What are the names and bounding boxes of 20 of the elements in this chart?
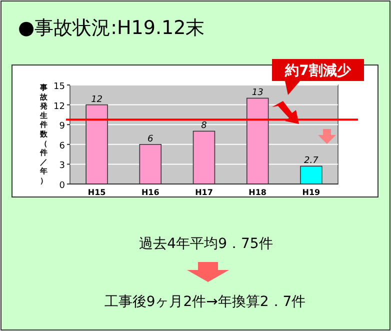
x-tick-label: H17	[195, 188, 213, 197]
y-tick-label: 3	[59, 161, 65, 172]
x-tick-label: H15	[88, 188, 106, 197]
data-label: 13	[252, 88, 264, 98]
chart-title: ●事故状況:H19.12末	[18, 17, 205, 39]
y-tick-label: 15	[54, 82, 65, 92]
text: 過去4年平均9．75件	[139, 236, 273, 252]
data-label: 8	[201, 121, 208, 132]
y-tick-label: 12	[54, 102, 65, 112]
data-label: 2.7	[304, 156, 319, 166]
x-tick-label: H16	[141, 188, 160, 197]
x-tick-label: H19	[302, 188, 321, 197]
y-tick-label: 9	[59, 122, 66, 132]
text: 約7割減少	[284, 62, 352, 79]
y-tick-label: 0	[59, 181, 66, 191]
y-tick-label: 6	[59, 141, 66, 152]
data-label: 12	[91, 94, 103, 105]
text: 工事後9ヶ月2件→年換算2．7件	[104, 294, 306, 310]
data-label: 6	[148, 134, 154, 144]
x-tick-label: H18	[248, 188, 267, 197]
